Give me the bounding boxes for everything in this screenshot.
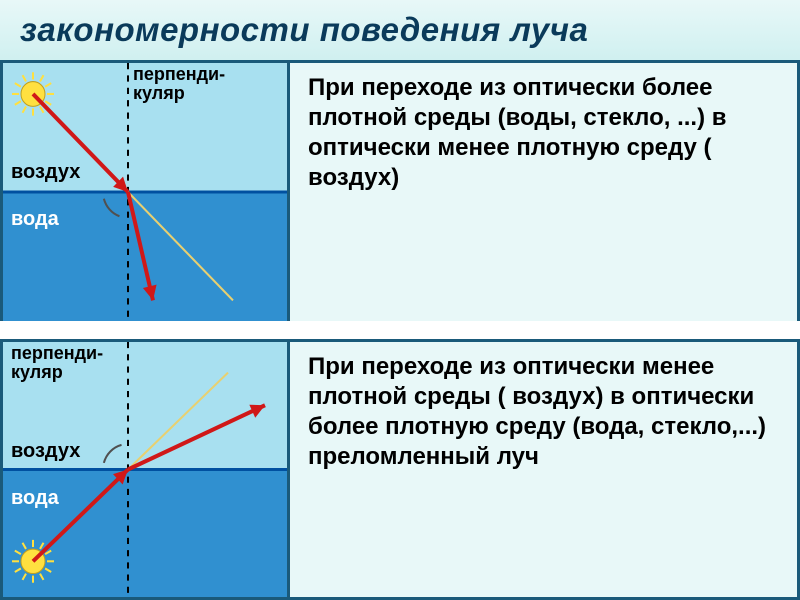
perpendicular-label: перпенди-куляр: [11, 344, 103, 382]
slide-container: закономерности поведения луча воздух вода…: [0, 0, 800, 600]
content-area: воздух вода перпенди-куляр При переходе из…: [0, 60, 800, 600]
content-row: воздух вода перпенди-куляр При переходе из…: [0, 339, 800, 600]
label-air: воздух: [11, 161, 80, 184]
diagram-cell: воздух вода перпенди-куляр: [0, 63, 290, 321]
explanation-text: При переходе из оптически более плотной …: [290, 63, 800, 321]
perp-label-line2: куляр: [133, 83, 185, 103]
explanation-text: При переходе из оптически менее плотной …: [290, 342, 800, 600]
label-water: вода: [11, 487, 59, 510]
slide-title: закономерности поведения луча: [0, 0, 800, 60]
content-row: воздух вода перпенди-куляр При переходе из…: [0, 60, 800, 321]
perp-label-line2: куляр: [11, 362, 63, 382]
row-gap: [0, 321, 800, 339]
label-air: воздух: [11, 440, 80, 463]
diagram-cell: воздух вода перпенди-куляр: [0, 342, 290, 600]
perp-label-line1: перпенди-: [133, 64, 225, 84]
perpendicular-label: перпенди-куляр: [133, 65, 225, 103]
perp-label-line1: перпенди-: [11, 343, 103, 363]
label-water: вода: [11, 208, 59, 231]
